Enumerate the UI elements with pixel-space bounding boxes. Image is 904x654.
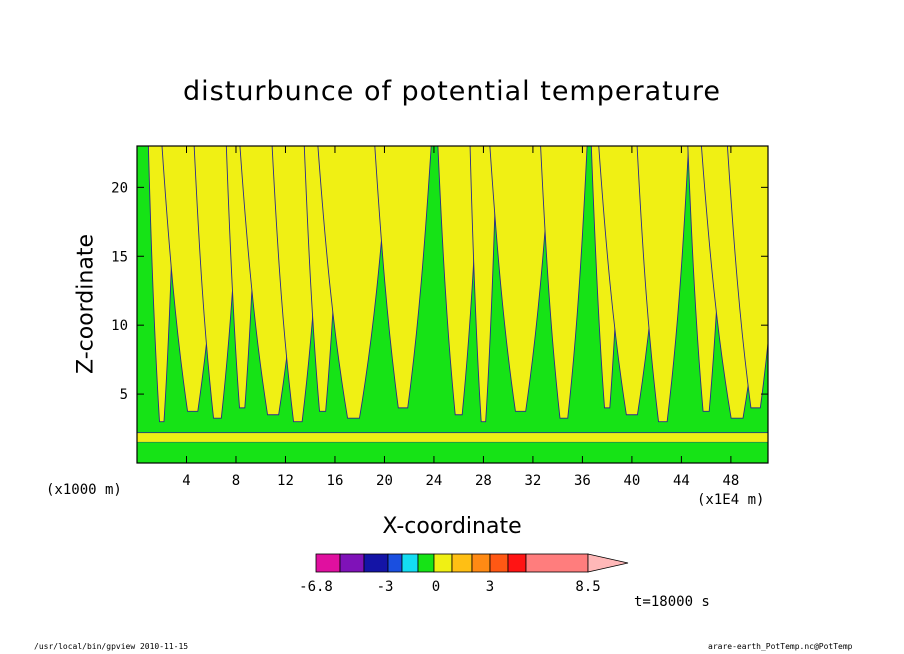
colorbar-label: -6.8 (299, 579, 333, 595)
field-positive-plume (540, 146, 588, 419)
time-label: t=18000 s (634, 594, 710, 610)
colorbar-label: -3 (377, 579, 394, 595)
field-positive-plume (726, 146, 768, 409)
field-positive-plume (374, 146, 432, 409)
y-axis-unit: (x1000 m) (46, 482, 122, 498)
colorbar: -6.8 -3 0 3 8.5 (299, 553, 629, 595)
colorbar-swatch (507, 553, 527, 573)
y-tick-label: 5 (120, 387, 128, 403)
colorbar-label: 3 (486, 579, 494, 595)
x-tick-label: 28 (475, 473, 492, 489)
x-tick-label: 20 (376, 473, 393, 489)
x-tick-label: 48 (722, 473, 739, 489)
plot-frame (136, 145, 769, 464)
colorbar-label: 0 (432, 579, 440, 595)
colorbar-swatch (339, 553, 365, 573)
y-tick-label: 15 (111, 249, 128, 265)
field-positive-plume (469, 146, 498, 423)
colorbar-extend-arrow (587, 553, 629, 573)
y-axis: 5 10 15 20 (111, 180, 768, 403)
field-positive-plume (636, 146, 690, 423)
y-tick-label: 20 (111, 180, 128, 196)
x-tick-label: 8 (232, 473, 240, 489)
field-positive-plume (489, 146, 552, 412)
field-positive-plume (437, 146, 480, 416)
field-positive-plume (317, 146, 390, 419)
x-axis: 4 8 12 16 20 24 28 32 36 40 44 48 (182, 146, 739, 489)
colorbar-swatch (363, 553, 389, 573)
colorbar-swatch (451, 553, 473, 573)
y-tick-label: 10 (111, 318, 128, 334)
colorbar-swatch (315, 553, 341, 573)
field-low-band (137, 432, 768, 443)
x-tick-label: 16 (327, 473, 344, 489)
colorbar-swatch (417, 553, 435, 573)
x-tick-label: 32 (524, 473, 541, 489)
y-axis-label: Z-coordinate (73, 234, 99, 374)
footer-source: arare-earth_PotTemp.nc@PotTemp (708, 642, 853, 651)
x-tick-label: 4 (182, 473, 190, 489)
x-tick-label: 12 (277, 473, 294, 489)
contour-field (137, 146, 768, 463)
colorbar-swatch (489, 553, 509, 573)
colorbar-swatch (471, 553, 491, 573)
colorbar-swatch (401, 553, 419, 573)
x-axis-unit: (x1E4 m) (697, 492, 765, 508)
colorbar-swatch (433, 553, 453, 573)
x-tick-label: 44 (673, 473, 690, 489)
x-axis-label: X-coordinate (382, 514, 522, 539)
colorbar-swatch (387, 553, 403, 573)
chart-title: disturbunce of potential temperature (183, 76, 721, 107)
field-surface-band (137, 442, 768, 463)
colorbar-label: 8.5 (575, 579, 600, 595)
colorbar-swatch (525, 553, 589, 573)
x-tick-label: 40 (623, 473, 640, 489)
footer-command: /usr/local/bin/gpview 2010-11-15 (34, 642, 189, 651)
x-tick-label: 24 (426, 473, 443, 489)
x-tick-label: 36 (574, 473, 591, 489)
